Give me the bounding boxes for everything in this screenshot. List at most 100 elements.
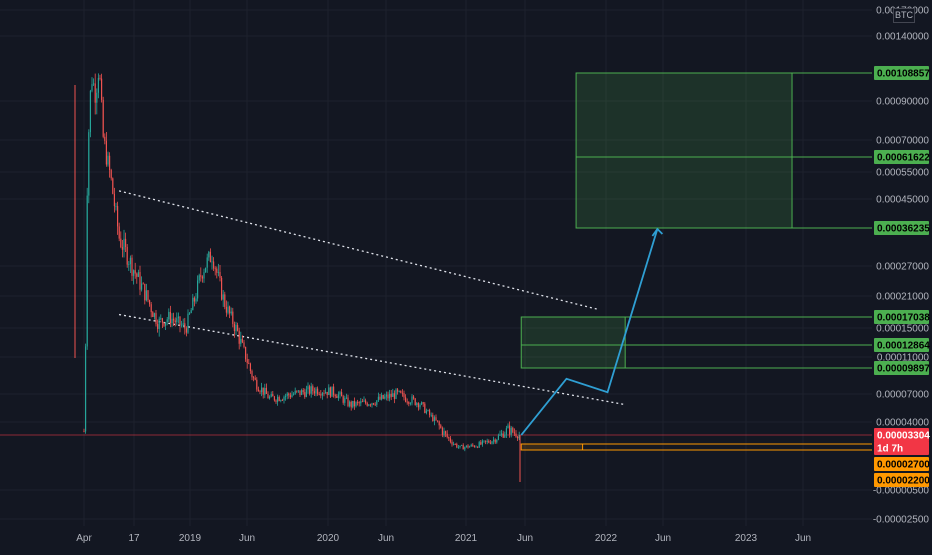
candle-body <box>158 318 160 329</box>
candle-body <box>421 402 423 405</box>
price-tag <box>874 221 929 235</box>
candle-body <box>134 270 136 274</box>
candle-body <box>198 275 200 281</box>
candle-body <box>417 403 419 408</box>
candle-body <box>494 439 496 443</box>
candle-body <box>139 272 141 290</box>
candle-body <box>209 251 211 263</box>
candle-body <box>373 403 375 405</box>
candle-body <box>88 132 90 196</box>
candle-body <box>185 328 187 333</box>
candle-body <box>85 346 87 432</box>
candle-body <box>120 238 122 247</box>
candle-body <box>368 404 370 406</box>
candle-body <box>281 400 283 401</box>
candle-body <box>414 398 416 406</box>
candle-body <box>464 447 466 450</box>
candle-body <box>235 325 237 331</box>
candle-body <box>201 276 203 279</box>
candle-body <box>182 323 184 325</box>
candle-body <box>123 238 125 250</box>
candle-body <box>496 439 498 443</box>
projection-arrowhead <box>651 227 664 237</box>
candle-body <box>193 297 195 302</box>
candle-body <box>152 312 154 318</box>
projection-path-line <box>520 228 659 436</box>
candle-body <box>331 386 333 397</box>
candle-body <box>246 359 248 363</box>
price-tag-label: 0.00061622 <box>877 153 930 164</box>
candle-body <box>504 434 506 438</box>
candle-body <box>205 267 207 273</box>
price-tag <box>874 361 929 375</box>
target-zone-box <box>520 316 626 369</box>
candle-body <box>83 431 85 433</box>
channel-trendline <box>118 313 624 405</box>
candle-body <box>285 395 287 397</box>
candle-body <box>424 403 426 413</box>
candle-body <box>86 195 88 347</box>
channel-trendline <box>118 190 598 310</box>
candle-body <box>232 311 234 324</box>
candle-body <box>267 393 269 399</box>
candle-body <box>486 440 488 442</box>
candle-body <box>342 396 344 403</box>
candle-body <box>405 397 407 402</box>
candle-body <box>153 313 155 318</box>
price-tag-label: 0.00012864 <box>877 341 930 352</box>
candle-body <box>365 400 367 404</box>
candle-body <box>94 83 96 103</box>
candle-body <box>168 311 170 320</box>
candle-body <box>270 394 272 397</box>
candle-body <box>353 400 355 407</box>
candle-body <box>345 397 347 399</box>
candle-body <box>125 238 127 248</box>
candle-body <box>288 393 290 396</box>
candle-body <box>395 389 397 399</box>
candle-body <box>126 247 128 265</box>
candle-body <box>517 436 519 439</box>
candle-body <box>101 78 103 100</box>
candle-body <box>275 400 277 402</box>
candle-body <box>398 390 400 392</box>
candle-body <box>352 400 354 408</box>
candle-body <box>109 155 111 171</box>
candle-body <box>160 318 162 320</box>
candle-body <box>166 319 168 323</box>
candle-body <box>317 388 319 395</box>
candle-body <box>360 401 362 404</box>
candle-body <box>355 402 357 407</box>
candle-body <box>358 402 360 404</box>
price-tag-label: 0.00108857 <box>877 69 930 80</box>
candle-body <box>369 404 371 406</box>
candle-body <box>483 440 485 442</box>
candle-body <box>211 261 213 263</box>
candle-body <box>374 404 376 406</box>
candle-body <box>305 389 307 397</box>
price-tag <box>874 441 929 455</box>
candle-body <box>451 441 453 445</box>
candle-body <box>227 306 229 313</box>
candle-body <box>453 444 455 445</box>
candle-body <box>371 403 373 406</box>
candle-body <box>309 386 311 394</box>
candle-body <box>512 427 514 433</box>
candle-body <box>184 323 186 329</box>
candle-body <box>389 393 391 399</box>
candle-body <box>297 390 299 392</box>
candle-body <box>104 136 106 141</box>
candle-body <box>438 421 440 426</box>
candle-body <box>283 396 285 401</box>
candle-body <box>272 394 274 397</box>
candle-body <box>491 441 493 444</box>
candle-body <box>121 246 123 250</box>
currency-badge[interactable]: BTC <box>893 8 915 23</box>
candle-body <box>238 330 240 344</box>
price-tag-label: 0.00003304 <box>877 431 930 442</box>
candle-body <box>493 439 495 442</box>
candle-body <box>176 318 178 323</box>
candle-body <box>165 322 167 326</box>
candle-body <box>473 445 475 447</box>
